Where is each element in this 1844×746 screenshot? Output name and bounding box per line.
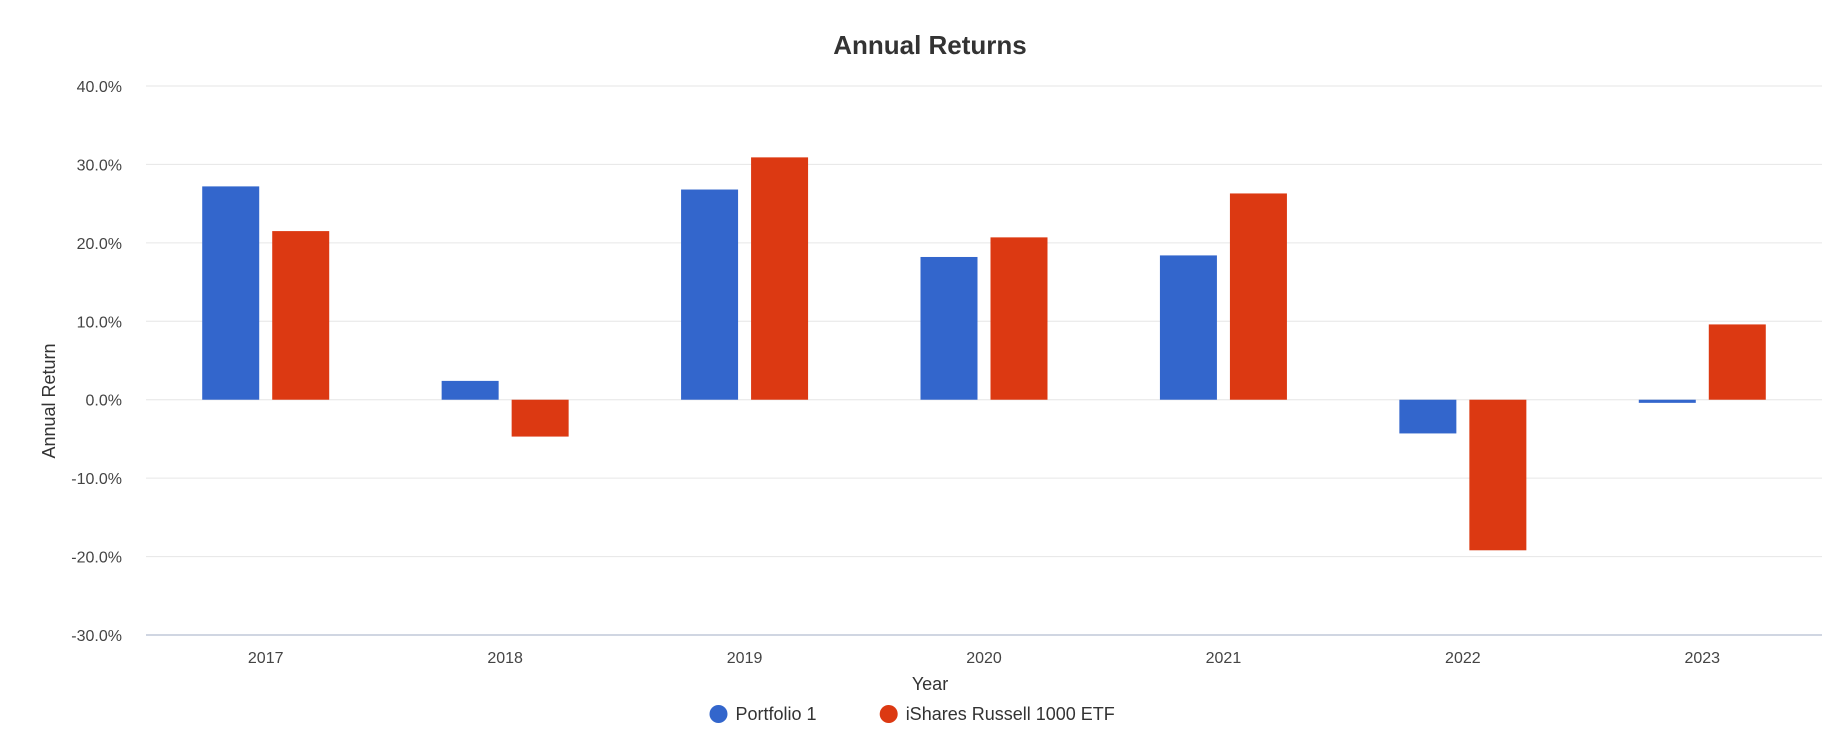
bar-portfolio-1-2023[interactable] bbox=[1638, 399, 1696, 403]
bars bbox=[202, 157, 1766, 551]
x-tick-label: 2023 bbox=[1684, 650, 1720, 667]
x-tick-label: 2019 bbox=[727, 650, 763, 667]
legend-label: Portfolio 1 bbox=[736, 704, 817, 724]
legend-marker bbox=[879, 705, 898, 723]
y-tick-label: -20.0% bbox=[71, 550, 122, 567]
y-axis-ticks: 40.0% 30.0% 20.0% 10.0% 0.0% -10.0% -20.0% -30.… bbox=[71, 79, 122, 645]
x-tick-label: 2018 bbox=[487, 650, 523, 667]
y-axis-title: Annual Return bbox=[39, 343, 59, 458]
bar-portfolio-1-2021[interactable] bbox=[1159, 255, 1217, 400]
y-tick-label: -10.0% bbox=[71, 471, 122, 488]
x-axis-title: Year bbox=[912, 674, 948, 694]
bar-ishares-russell-1000-etf-2019[interactable] bbox=[751, 157, 809, 400]
gridlines bbox=[146, 85, 1822, 558]
bar-ishares-russell-1000-etf-2021[interactable] bbox=[1229, 193, 1287, 400]
legend-item-portfolio-1[interactable]: Portfolio 1 bbox=[709, 704, 817, 724]
x-tick-label: 2017 bbox=[248, 650, 284, 667]
bar-ishares-russell-1000-etf-2017[interactable] bbox=[272, 231, 330, 400]
y-tick-label: 30.0% bbox=[77, 157, 122, 174]
y-tick-label: 40.0% bbox=[77, 79, 122, 96]
bar-portfolio-1-2018[interactable] bbox=[441, 380, 499, 400]
legend-label: iShares Russell 1000 ETF bbox=[906, 704, 1115, 724]
bar-ishares-russell-1000-etf-2020[interactable] bbox=[990, 237, 1048, 400]
bar-portfolio-1-2019[interactable] bbox=[681, 189, 739, 400]
legend-item-ishares-russell-1000-etf[interactable]: iShares Russell 1000 ETF bbox=[879, 704, 1115, 724]
y-tick-label: -30.0% bbox=[71, 628, 122, 645]
bar-ishares-russell-1000-etf-2022[interactable] bbox=[1469, 399, 1527, 551]
y-tick-label: 0.0% bbox=[86, 393, 122, 410]
legend-marker bbox=[709, 705, 728, 723]
legend: Portfolio 1 iShares Russell 1000 ETF bbox=[709, 704, 1115, 724]
bar-portfolio-1-2022[interactable] bbox=[1399, 399, 1457, 434]
x-tick-label: 2020 bbox=[966, 650, 1002, 667]
x-tick-label: 2021 bbox=[1206, 650, 1242, 667]
bar-ishares-russell-1000-etf-2018[interactable] bbox=[511, 399, 569, 437]
bar-portfolio-1-2020[interactable] bbox=[920, 256, 978, 400]
chart-title: Annual Returns bbox=[833, 30, 1027, 60]
y-tick-label: 20.0% bbox=[77, 236, 122, 253]
bar-portfolio-1-2017[interactable] bbox=[202, 186, 260, 400]
x-axis-ticks: 2017 2018 2019 2020 2021 2022 2023 bbox=[248, 650, 1720, 667]
bar-ishares-russell-1000-etf-2023[interactable] bbox=[1708, 324, 1766, 400]
y-tick-label: 10.0% bbox=[77, 314, 122, 331]
x-tick-label: 2022 bbox=[1445, 650, 1481, 667]
